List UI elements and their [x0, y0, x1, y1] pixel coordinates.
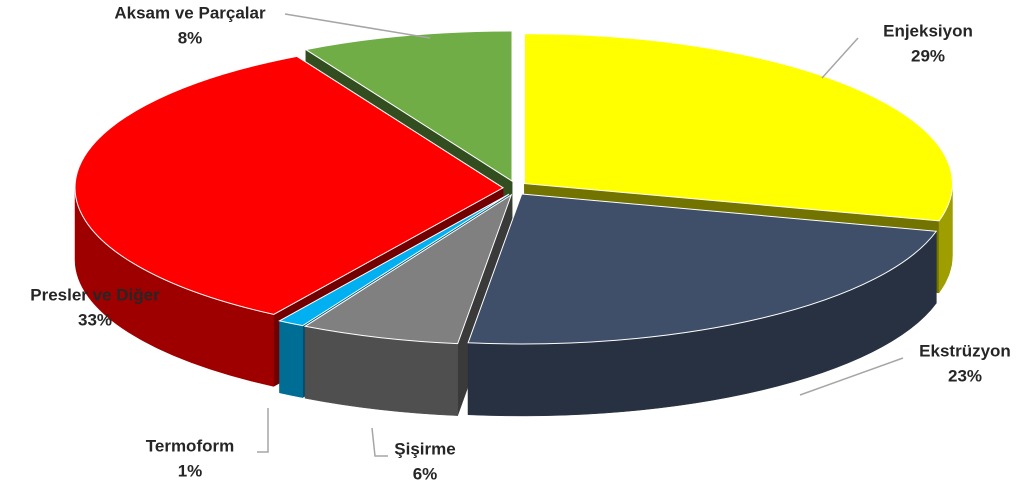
leader-line: [284, 13, 431, 39]
leader-line: [799, 357, 904, 396]
category-label: Termoform: [146, 436, 234, 455]
labels: Enjeksiyon 29% Ekstrüzyon 23% Şişirme 6% Termo…: [30, 3, 1011, 483]
slice: [74, 55, 504, 315]
category-label: Enjeksiyon: [883, 21, 973, 40]
slice: [278, 193, 510, 327]
value-label: 1%: [178, 461, 203, 480]
value-label: 23%: [948, 366, 982, 385]
tops: [74, 30, 953, 345]
category-label: Şişirme: [394, 439, 455, 458]
leader-line: [821, 37, 859, 79]
category-label: Aksam ve Parçalar: [114, 3, 266, 22]
leader-line: [257, 408, 269, 453]
value-label: 29%: [911, 46, 945, 65]
slice: [304, 30, 513, 182]
slice: [303, 193, 513, 345]
value-label: 33%: [78, 310, 112, 329]
leader-line: [371, 427, 388, 457]
slice: [467, 193, 938, 345]
category-label: Presler ve Diğer: [30, 285, 160, 304]
value-label: 8%: [178, 28, 203, 47]
value-label: 6%: [413, 464, 438, 483]
slice: [523, 33, 953, 222]
category-label: Ekstrüzyon: [919, 341, 1011, 360]
slice-side: [279, 320, 303, 398]
